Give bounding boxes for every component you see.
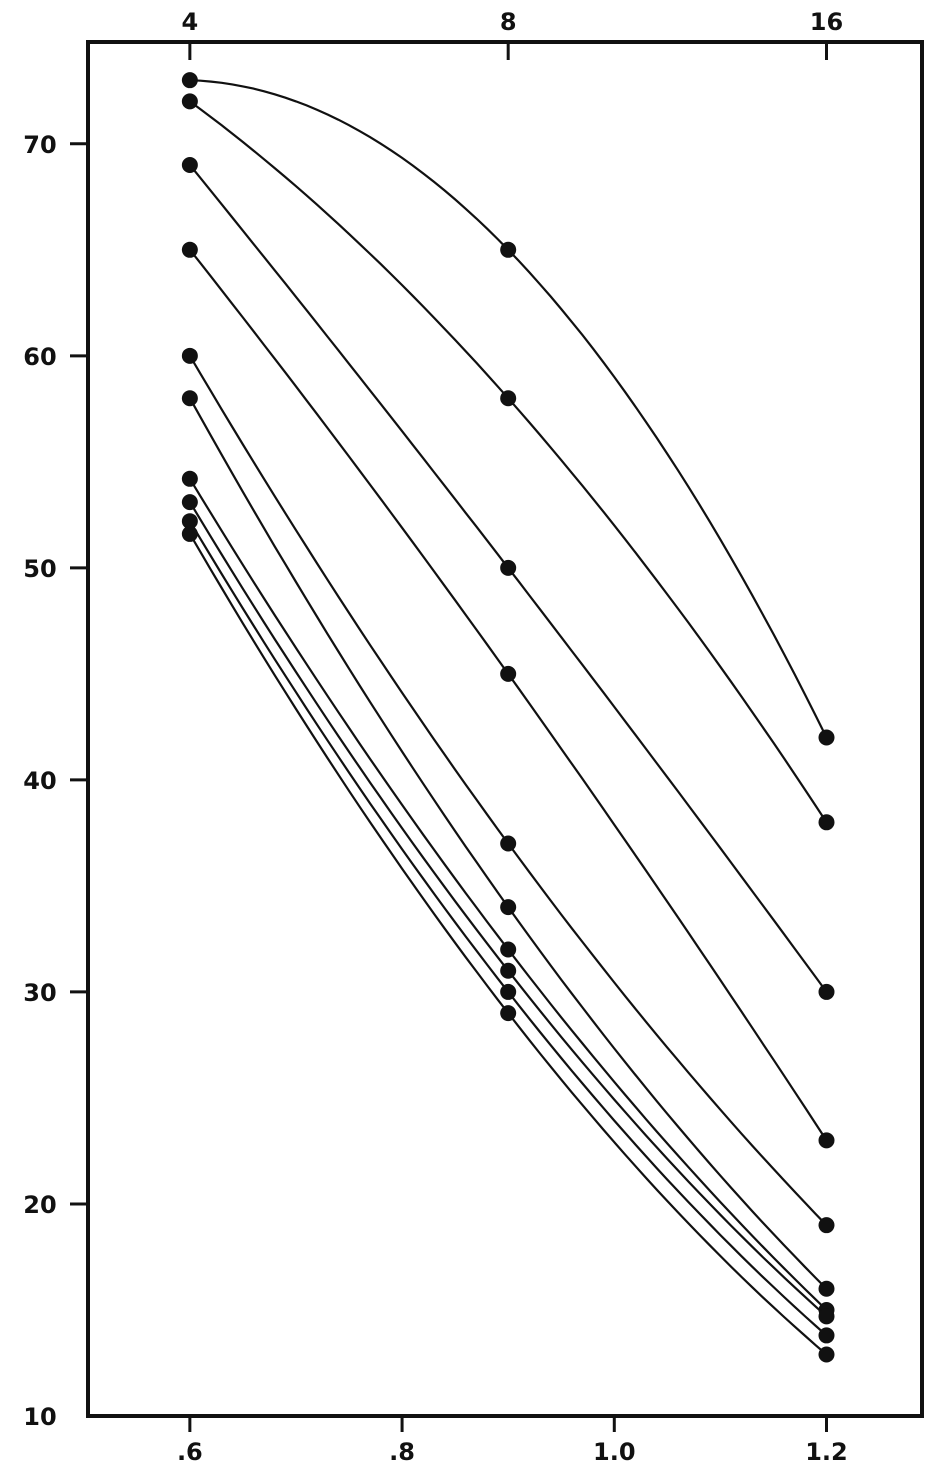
x-axis: .6 .8 1.0 1.2 [177, 1416, 848, 1466]
y-tick-label: 20 [23, 1191, 56, 1219]
data-point [181, 513, 198, 530]
top-tick-label: 8 [500, 8, 517, 36]
data-point [500, 899, 517, 916]
y-tick-label: 70 [23, 131, 56, 159]
top-tick-label: 4 [182, 8, 199, 36]
plot-frame [86, 40, 924, 1418]
series-line [189, 164, 828, 993]
data-point [500, 835, 517, 852]
series-line [188, 355, 828, 1226]
data-point [818, 1132, 835, 1149]
data-point [500, 665, 517, 682]
data-point [500, 559, 517, 576]
data-point [181, 72, 198, 89]
x-tick-label: .6 [177, 1438, 203, 1466]
data-point [181, 241, 198, 258]
series-group [181, 72, 835, 1363]
data-point [818, 1346, 835, 1363]
data-point [500, 1005, 517, 1022]
data-point [181, 156, 198, 173]
data-point [181, 93, 198, 110]
data-point [181, 470, 198, 487]
data-point [181, 494, 198, 511]
data-point [818, 729, 835, 746]
data-point [500, 241, 517, 258]
data-point [818, 983, 835, 1000]
series-line [189, 79, 828, 738]
data-point [818, 1308, 835, 1325]
series-line [189, 100, 828, 823]
data-point [181, 390, 198, 407]
x-tick-label: 1.2 [805, 1438, 848, 1466]
data-point [500, 390, 517, 407]
series-line [188, 478, 828, 1311]
data-point [818, 1327, 835, 1344]
x-tick-label: 1.0 [593, 1438, 636, 1466]
y-tick-label: 50 [23, 555, 56, 583]
data-point [181, 525, 198, 542]
data-point [500, 941, 517, 958]
data-point [500, 983, 517, 1000]
data-point [500, 962, 517, 979]
y-tick-label: 40 [23, 767, 56, 795]
y-tick-label: 10 [23, 1403, 56, 1431]
data-point [818, 814, 835, 831]
data-point [181, 347, 198, 364]
y-tick-label: 30 [23, 979, 56, 1007]
top-tick-label: 16 [810, 8, 843, 36]
data-point [818, 1217, 835, 1234]
y-axis: 10 20 30 40 50 60 70 [23, 131, 88, 1431]
y-tick-label: 60 [23, 343, 56, 371]
data-point [818, 1280, 835, 1297]
top-axis: 4 8 16 [182, 8, 843, 60]
x-tick-label: .8 [389, 1438, 415, 1466]
